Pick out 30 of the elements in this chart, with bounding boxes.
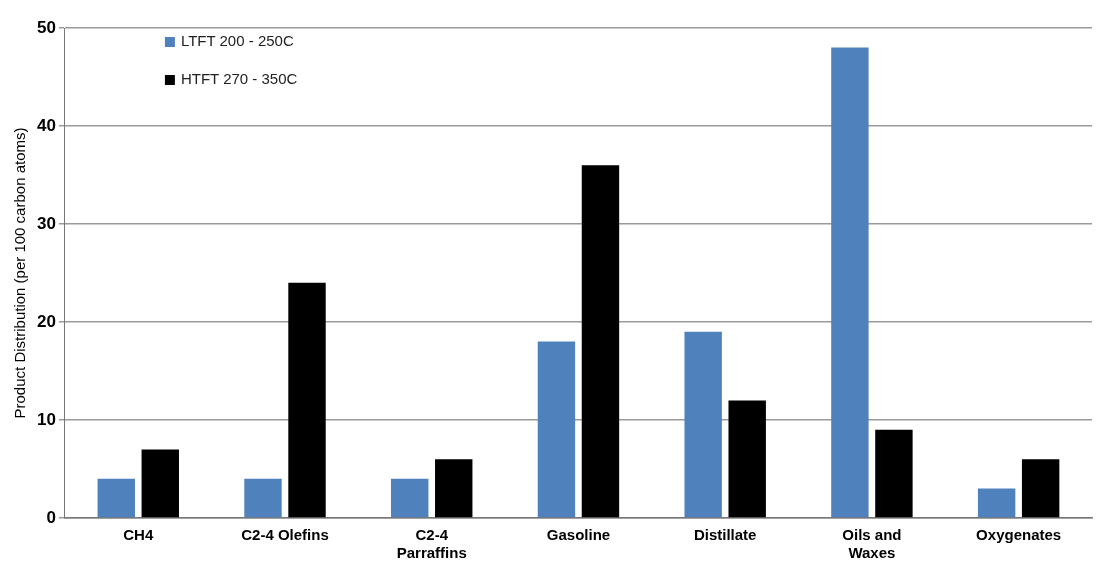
bar	[537, 341, 576, 518]
bar	[728, 400, 766, 518]
bar	[831, 47, 869, 518]
legend-label: LTFT 200 - 250C	[180, 32, 294, 50]
bar	[141, 449, 179, 518]
x-tick-label: Oils and Waxes	[842, 526, 902, 562]
y-tick-label: 0	[46, 507, 56, 527]
bar	[875, 429, 913, 518]
bar	[97, 478, 135, 518]
x-tick-label: C2-4 Olefins	[241, 526, 329, 544]
bar	[244, 478, 282, 518]
x-tick-label: CH4	[123, 526, 154, 544]
bar	[684, 331, 722, 518]
bar	[1021, 459, 1060, 518]
legend-label: HTFT 270 - 350C	[180, 70, 298, 88]
bar	[977, 488, 1016, 518]
y-tick-label: 20	[36, 311, 56, 331]
y-axis-title: Product Distribution (per 100 carbon atoms)	[11, 127, 29, 419]
bar	[581, 165, 620, 518]
y-tick-label: 10	[36, 409, 56, 429]
y-tick-label: 40	[36, 115, 56, 135]
bar	[391, 478, 429, 518]
bar	[435, 459, 473, 518]
y-tick-label: 50	[36, 17, 56, 37]
x-tick-label: Distillate	[693, 526, 757, 544]
x-tick-label: C2-4 Parraffins	[396, 526, 467, 562]
x-tick-label: Gasoline	[546, 526, 611, 544]
x-tick-label: Oxygenates	[976, 526, 1062, 544]
y-tick-label: 30	[36, 213, 56, 233]
bar	[288, 282, 326, 518]
